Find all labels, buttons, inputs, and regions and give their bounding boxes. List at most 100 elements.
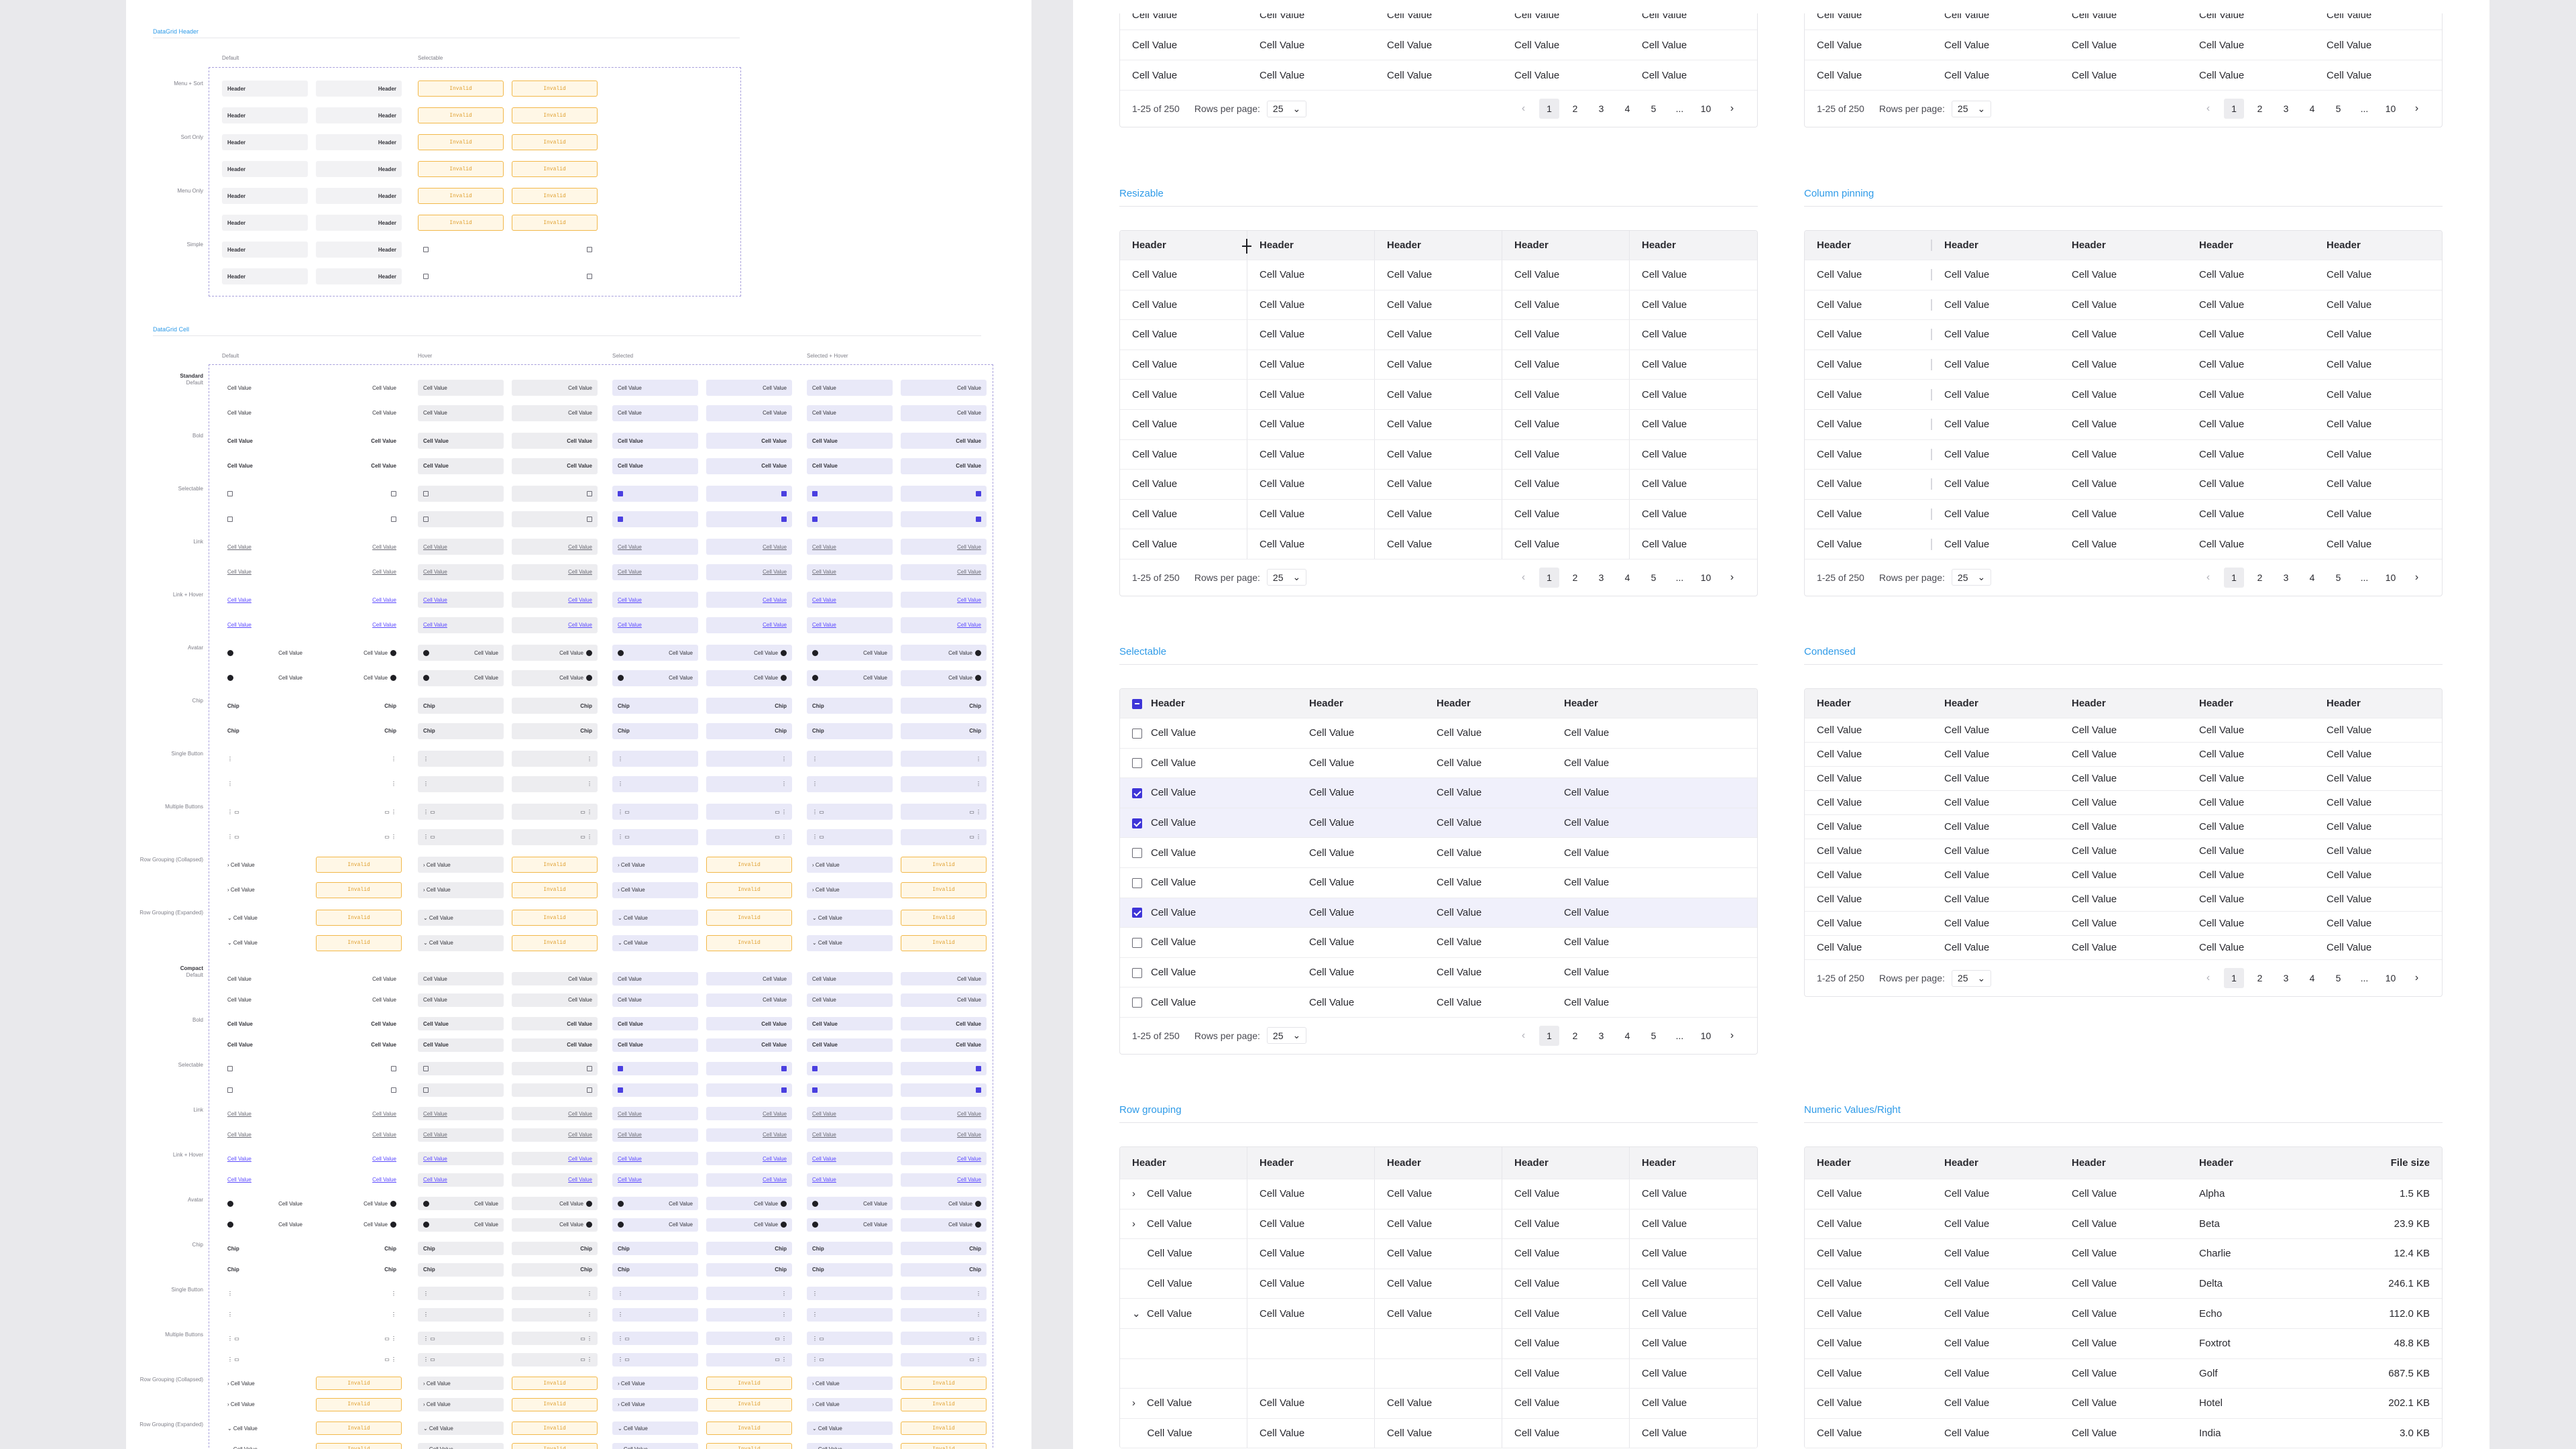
table-row[interactable]: Cell Value Cell Value Cell Value Cell Value… bbox=[1805, 936, 2442, 960]
table-row[interactable]: Cell Value Cell Value Cell Value Cell Value… bbox=[1805, 290, 2442, 321]
page-5[interactable]: 5 bbox=[1650, 1030, 1657, 1041]
page-2[interactable]: 2 bbox=[1572, 103, 1578, 114]
page-4[interactable]: 4 bbox=[2309, 973, 2315, 983]
checkbox-icon[interactable] bbox=[227, 1087, 233, 1093]
table-row[interactable]: Cell Value Cell Value Cell Value Cell Value… bbox=[1805, 13, 2442, 30]
table-row[interactable]: Cell Value Cell Value Cell Value Cell Value bbox=[1120, 958, 1757, 988]
checkbox-icon[interactable] bbox=[391, 491, 396, 496]
column-header[interactable]: Header bbox=[1309, 698, 1343, 709]
chevron-right-icon[interactable]: › bbox=[1132, 1397, 1135, 1409]
table-row[interactable]: Cell Value Cell Value Cell Value Cell Value… bbox=[1120, 1418, 1757, 1449]
page-2[interactable]: 2 bbox=[2257, 572, 2263, 583]
table-row[interactable]: Cell Value Cell Value Cell Value Cell Value bbox=[1120, 718, 1757, 749]
column-header[interactable]: Header bbox=[1642, 1157, 1676, 1169]
table-row[interactable]: Cell Value Cell Value Cell Value Cell Value… bbox=[1120, 13, 1757, 30]
column-header[interactable]: Header bbox=[2072, 239, 2106, 251]
column-header[interactable]: Header bbox=[1944, 1157, 1978, 1169]
page-10[interactable]: 10 bbox=[2385, 973, 2396, 983]
table-row[interactable]: Cell Value Cell Value Cell Value Cell Value… bbox=[1120, 439, 1757, 470]
checkbox-icon[interactable] bbox=[587, 1066, 592, 1071]
next-page-icon[interactable]: › bbox=[1730, 571, 1734, 583]
table-row[interactable]: Cell Value Cell Value Cell Value Cell Value bbox=[1120, 928, 1757, 958]
column-header[interactable]: Header bbox=[1437, 698, 1471, 709]
page-1[interactable]: 1 bbox=[1539, 1025, 1559, 1046]
page-5[interactable]: 5 bbox=[2335, 973, 2341, 983]
column-header[interactable]: Header bbox=[2072, 698, 2106, 709]
table-row[interactable]: Cell Value Cell Value Cell Value Cell Value… bbox=[1120, 470, 1757, 500]
checkbox-icon[interactable] bbox=[618, 1066, 623, 1071]
table-row[interactable]: Cell Value Cell Value Cell Value Cell Value… bbox=[1120, 499, 1757, 530]
table-row[interactable]: Cell Value Cell Value Cell Value Hotel 202.1… bbox=[1805, 1389, 2442, 1419]
table-row[interactable]: Cell Value Cell Value Cell Value Foxtrot 48.… bbox=[1805, 1329, 2442, 1359]
column-resize-handle[interactable] bbox=[1242, 239, 1251, 254]
page-4[interactable]: 4 bbox=[1624, 1030, 1630, 1041]
page-1[interactable]: 1 bbox=[2224, 968, 2244, 988]
table-row[interactable]: Cell Value Cell Value Cell Value Charlie 12.… bbox=[1805, 1239, 2442, 1269]
table-row[interactable]: Cell Value Cell Value Cell Value Cell Value… bbox=[1120, 409, 1757, 440]
page-4[interactable]: 4 bbox=[2309, 103, 2315, 114]
column-header[interactable]: Header bbox=[1502, 231, 1630, 260]
checkbox-icon[interactable] bbox=[976, 516, 981, 522]
table-row[interactable]: Cell Value Cell Value Cell Value Cell Value… bbox=[1120, 1269, 1757, 1299]
table-row[interactable]: Cell Value Cell Value Cell Value Cell Value bbox=[1120, 898, 1757, 928]
column-header[interactable]: Header bbox=[2327, 698, 2361, 709]
table-row[interactable]: Cell Value Cell Value Cell Value Cell Value… bbox=[1805, 912, 2442, 936]
rows-per-page-select[interactable]: 25 ⌄ bbox=[1266, 100, 1307, 117]
rows-per-page-select[interactable]: 25 ⌄ bbox=[1266, 569, 1307, 586]
table-row[interactable]: Cell Value Cell Value Cell Value Cell Value… bbox=[1805, 380, 2442, 410]
checkbox-icon[interactable] bbox=[423, 1066, 429, 1071]
page-1[interactable]: 1 bbox=[2224, 99, 2244, 119]
table-row[interactable]: Cell Value Cell Value Cell Value Cell Value… bbox=[1120, 320, 1757, 350]
column-header[interactable]: File size bbox=[2390, 1157, 2430, 1169]
checkbox-icon[interactable] bbox=[587, 1087, 592, 1093]
checkbox-icon[interactable] bbox=[781, 516, 787, 522]
row-checkbox[interactable] bbox=[1132, 818, 1142, 828]
next-page-icon[interactable]: › bbox=[2414, 571, 2419, 583]
checkbox-icon[interactable] bbox=[587, 274, 592, 279]
checkbox-icon[interactable] bbox=[587, 247, 592, 252]
page-5[interactable]: 5 bbox=[1650, 572, 1657, 583]
column-header[interactable]: Header bbox=[2199, 239, 2233, 251]
checkbox-icon[interactable] bbox=[423, 491, 429, 496]
rows-per-page-select[interactable]: 25 ⌄ bbox=[1951, 100, 1992, 117]
page-3[interactable]: 3 bbox=[1598, 103, 1604, 114]
table-row[interactable]: › Cell Value Cell Value Cell Value Cell Valu… bbox=[1120, 1209, 1757, 1240]
column-header[interactable]: Header bbox=[1151, 698, 1185, 709]
page-4[interactable]: 4 bbox=[1624, 572, 1630, 583]
table-row[interactable]: Cell Value Cell Value Cell Value Cell Value… bbox=[1805, 60, 2442, 91]
table-row[interactable]: Cell Value Cell Value Cell Value Delta 246.1… bbox=[1805, 1269, 2442, 1299]
checkbox-icon[interactable] bbox=[618, 516, 623, 522]
page-5[interactable]: 5 bbox=[2335, 103, 2341, 114]
chevron-right-icon[interactable]: › bbox=[1132, 1188, 1135, 1200]
checkbox-icon[interactable] bbox=[227, 516, 233, 522]
table-row[interactable]: Cell Value Cell Value Cell Value Cell Value bbox=[1120, 838, 1757, 868]
page-2[interactable]: 2 bbox=[2257, 973, 2263, 983]
page-3[interactable]: 3 bbox=[2283, 103, 2289, 114]
checkbox-icon[interactable] bbox=[812, 516, 818, 522]
checkbox-icon[interactable] bbox=[976, 1066, 981, 1071]
row-checkbox[interactable] bbox=[1132, 758, 1142, 769]
table-row[interactable]: Cell Value Cell Value Cell Value Cell Value… bbox=[1120, 30, 1757, 60]
checkbox-icon[interactable] bbox=[391, 1087, 396, 1093]
row-checkbox[interactable] bbox=[1132, 967, 1142, 978]
table-row[interactable]: Cell Value Cell Value Cell Value Cell Value… bbox=[1805, 767, 2442, 791]
page-4[interactable]: 4 bbox=[1624, 103, 1630, 114]
checkbox-icon[interactable] bbox=[391, 516, 396, 522]
next-page-icon[interactable]: › bbox=[1730, 103, 1734, 114]
row-checkbox[interactable] bbox=[1132, 937, 1142, 948]
checkbox-icon[interactable] bbox=[781, 1087, 787, 1093]
page-1[interactable]: 1 bbox=[1539, 99, 1559, 119]
page-1[interactable]: 1 bbox=[1539, 567, 1559, 588]
table-row[interactable]: Cell Value Cell Value Cell Value Cell Value… bbox=[1805, 500, 2442, 530]
column-header[interactable]: Header bbox=[1817, 1157, 1851, 1169]
next-page-icon[interactable]: › bbox=[1730, 1029, 1734, 1041]
previous-page-icon[interactable]: ‹ bbox=[1521, 1029, 1526, 1041]
checkbox-icon[interactable] bbox=[227, 491, 233, 496]
column-header[interactable]: Header bbox=[1817, 698, 1851, 709]
checkbox-icon[interactable] bbox=[423, 516, 429, 522]
table-row[interactable]: Cell Value Cell Value Cell Value Cell Value… bbox=[1805, 410, 2442, 440]
table-row[interactable]: Cell Value Cell Value Cell Value Cell Value… bbox=[1805, 320, 2442, 350]
column-header[interactable]: Header bbox=[1375, 1147, 1502, 1179]
page-10[interactable]: 10 bbox=[2385, 572, 2396, 583]
table-row[interactable]: Cell Value Cell Value Cell Value Cell Value… bbox=[1805, 529, 2442, 559]
